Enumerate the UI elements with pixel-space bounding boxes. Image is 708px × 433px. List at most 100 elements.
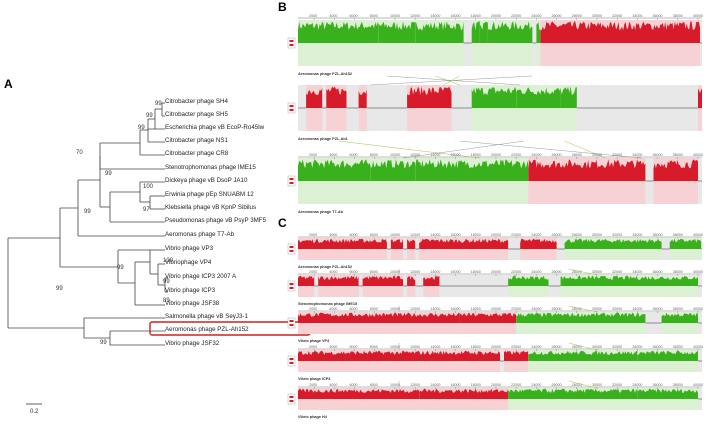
similarity-profile	[326, 86, 347, 108]
ruler-tick-label: 8000	[370, 345, 378, 349]
track-control-box[interactable]	[287, 175, 296, 187]
ruler-tick-label: 20000	[491, 307, 501, 311]
coordinate-ruler: 2000 4000 6000 8000 10000 12000 14000 16000 1800…	[298, 345, 703, 351]
similarity-profile	[653, 159, 698, 181]
alignment-track	[298, 275, 702, 297]
similarity-profile	[487, 21, 533, 43]
track-controls[interactable]	[287, 393, 296, 405]
ruler-tick-label: 2000	[309, 14, 317, 18]
track-control-box[interactable]	[287, 280, 296, 292]
track-control-box[interactable]	[287, 317, 296, 329]
similarity-profile	[407, 275, 416, 286]
alignment-track	[298, 388, 702, 410]
ruler-tick-label: 24000	[531, 270, 541, 274]
ruler-tick-label: 12000	[410, 153, 420, 157]
ruler-tick-label: 4000	[329, 383, 337, 387]
similarity-profile	[451, 159, 529, 181]
taxon-label: Vibrio phage VP3	[165, 245, 214, 252]
ruler-tick-label: 22000	[511, 383, 521, 387]
ruler-tick-label: 24000	[531, 14, 541, 18]
bootstrap-value: 99	[155, 101, 162, 107]
ruler-tick-label: 28000	[572, 345, 582, 349]
ruler-tick-label: 34000	[632, 345, 642, 349]
track-label: Vibrio phage VP4	[298, 339, 330, 343]
ruler-tick-label: 20000	[491, 345, 501, 349]
track-label: Vibrio phage H4	[298, 415, 328, 419]
similarity-profile	[459, 312, 517, 323]
taxon-label: Citrobacter phage CR8	[165, 150, 229, 157]
track-controls[interactable]	[287, 243, 296, 255]
ruler-tick-label: 36000	[653, 153, 663, 157]
ruler-tick-label: 32000	[612, 153, 622, 157]
bootstrap-value: 100	[143, 184, 154, 190]
coordinate-ruler: 2000 4000 6000 8000 10000 12000 14000 16000 1800…	[298, 233, 703, 239]
ruler-tick-label: 30000	[592, 383, 602, 387]
similarity-profile	[536, 22, 541, 43]
ruler-tick-label: 6000	[350, 307, 358, 311]
track-control-box[interactable]	[287, 393, 296, 405]
similarity-profile	[306, 87, 323, 108]
similarity-profile	[508, 275, 549, 286]
ruler-tick-label: 28000	[572, 233, 582, 237]
ruler-tick-label: 26000	[552, 153, 562, 157]
bootstrap-value: 99	[105, 171, 112, 177]
track-controls[interactable]	[287, 102, 296, 114]
ruler-tick-label: 6000	[350, 233, 358, 237]
similarity-profile	[298, 350, 500, 361]
ruler-tick-label: 8000	[370, 270, 378, 274]
ruler-tick-label: 22000	[511, 270, 521, 274]
similarity-profile	[637, 388, 698, 399]
track-controls[interactable]	[287, 317, 296, 329]
taxon-label: Klebsiella phage vB KpnP Sibilus	[165, 204, 256, 211]
track-controls[interactable]	[287, 175, 296, 187]
ruler-tick-label: 24000	[531, 345, 541, 349]
similarity-profile	[415, 21, 464, 43]
ruler-tick-label: 22000	[511, 14, 521, 18]
track-control-box[interactable]	[287, 355, 296, 367]
track-control-mark	[289, 246, 294, 248]
similarity-profile	[508, 388, 638, 399]
track-control-box[interactable]	[287, 243, 296, 255]
ruler-tick-label: 28000	[572, 270, 582, 274]
genome-alignment-c: 2000 4000 6000 8000 10000 12000 14000 16000 1800…	[287, 233, 703, 419]
track-controls[interactable]	[287, 280, 296, 292]
ruler-tick-label: 34000	[632, 307, 642, 311]
track-control-box[interactable]	[287, 102, 296, 114]
alignment-track	[298, 85, 702, 131]
similarity-profile	[415, 159, 452, 181]
track-control-mark	[289, 400, 294, 402]
scale-label: 0.2	[30, 409, 39, 415]
similarity-profile	[298, 388, 420, 399]
ruler-tick-label: 40000	[693, 345, 703, 349]
similarity-profile	[516, 312, 646, 323]
taxon-label: Pseudomonas phage vB PsyP 3MF5	[165, 217, 267, 224]
ruler-tick-label: 14000	[430, 345, 440, 349]
track-label: Aeromonas phage PZL-Ah1	[298, 137, 348, 141]
ruler-tick-label: 10000	[390, 153, 400, 157]
taxon-label: Vibrio phage JSF32	[165, 340, 220, 347]
bootstrap-value: 99	[146, 113, 153, 119]
similarity-profile	[516, 87, 561, 108]
track-control-box[interactable]	[287, 37, 296, 49]
ruler-tick-label: 4000	[329, 345, 337, 349]
coordinate-ruler: 2000 4000 6000 8000 10000 12000 14000 16000 1800…	[298, 14, 703, 20]
similarity-profile	[407, 86, 452, 108]
ruler-tick-label: 12000	[410, 233, 420, 237]
ruler-tick-label: 38000	[673, 383, 683, 387]
track-controls[interactable]	[287, 355, 296, 367]
track-controls[interactable]	[287, 37, 296, 49]
ruler-tick-label: 32000	[612, 383, 622, 387]
ruler-tick-label: 28000	[572, 307, 582, 311]
lcb-connector	[459, 140, 642, 159]
ruler-tick-label: 26000	[552, 233, 562, 237]
similarity-profile	[520, 238, 557, 249]
similarity-profile	[407, 239, 416, 249]
ruler-tick-label: 12000	[410, 307, 420, 311]
ruler-tick-label: 8000	[370, 383, 378, 387]
ruler-tick-label: 2000	[309, 153, 317, 157]
ruler-tick-label: 24000	[531, 307, 541, 311]
ruler-tick-label: 20000	[491, 153, 501, 157]
alignment-track	[298, 238, 702, 260]
